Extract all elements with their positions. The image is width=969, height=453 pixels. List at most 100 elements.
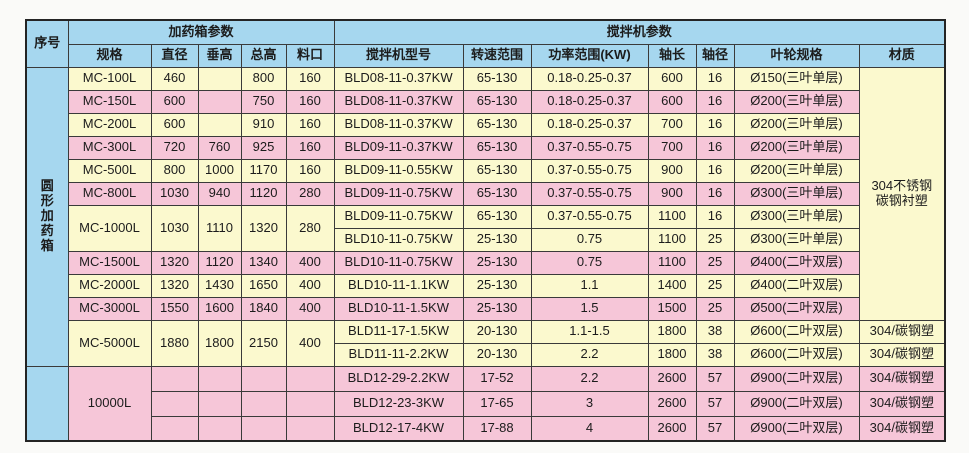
header-spec: 规格 — [67, 43, 152, 68]
model-cell: BLD09-11-0.37KW — [333, 135, 464, 160]
table-cell: 2150 — [240, 319, 287, 367]
model-cell: BLD12-29-2.2KW — [333, 365, 464, 392]
table-cell: 17-88 — [462, 415, 532, 442]
header-material: 材质 — [858, 43, 946, 68]
table-cell: 1120 — [197, 250, 242, 275]
spec-cell: MC-200L — [67, 112, 152, 137]
material-cell: 304/碳钢塑 — [858, 390, 946, 417]
model-cell: BLD09-11-0.75KW — [333, 204, 464, 229]
header-group-mixer: 搅拌机参数 — [333, 19, 946, 45]
header-serial: 序号 — [25, 19, 69, 68]
table-cell: 1650 — [240, 273, 287, 298]
table-cell: 16 — [695, 181, 735, 206]
model-cell: BLD09-11-0.55KW — [333, 158, 464, 183]
table-cell: 0.18-0.25-0.37 — [530, 89, 649, 114]
table-cell — [150, 390, 199, 417]
table-cell — [240, 390, 287, 417]
header-total-height: 总高 — [240, 43, 287, 68]
header-speed-range: 转速范围 — [462, 43, 532, 68]
spec-cell: MC-100L — [67, 66, 152, 91]
table-cell: 1100 — [647, 204, 697, 229]
table-cell: Ø200(三叶单层) — [733, 89, 860, 114]
table-cell: 280 — [285, 181, 335, 206]
table-cell: 1600 — [197, 296, 242, 321]
table-cell: 1400 — [647, 273, 697, 298]
table-cell: 600 — [647, 66, 697, 91]
table-cell: 25 — [695, 296, 735, 321]
table-cell — [197, 66, 242, 91]
table-cell: 16 — [695, 204, 735, 229]
table-cell: 1030 — [150, 181, 199, 206]
material-cell: 304/碳钢塑 — [858, 415, 946, 442]
table-cell: 2.2 — [530, 365, 649, 392]
spec-cell: MC-800L — [67, 181, 152, 206]
table-cell: 20-130 — [462, 319, 532, 344]
spec-cell: MC-300L — [67, 135, 152, 160]
table-cell: Ø500(二叶双层) — [733, 296, 860, 321]
table-cell: 1320 — [150, 273, 199, 298]
table-cell: 280 — [285, 204, 335, 252]
table-cell: 800 — [150, 158, 199, 183]
table-cell: 16 — [695, 158, 735, 183]
table-cell: 1030 — [150, 204, 199, 252]
table-cell: 160 — [285, 158, 335, 183]
model-cell: BLD11-11-2.2KW — [333, 342, 464, 367]
table-cell: 700 — [647, 135, 697, 160]
spec-table: 序号 加药箱参数 搅拌机参数 规格 直径 垂高 总高 料口 搅拌机型号 转速范围… — [25, 19, 947, 442]
table-cell — [197, 112, 242, 137]
table-cell: 2.2 — [530, 342, 649, 367]
table-cell: 940 — [197, 181, 242, 206]
model-cell: BLD08-11-0.37KW — [333, 89, 464, 114]
table-cell: 2600 — [647, 390, 697, 417]
table-body: 圆形加药箱 MC-100L 460 800 160 BLD08-11-0.37KW 65-1… — [25, 66, 946, 442]
model-cell: BLD10-11-0.75KW — [333, 250, 464, 275]
table-cell: Ø900(二叶双层) — [733, 365, 860, 392]
table-cell: 57 — [695, 415, 735, 442]
table-cell: 460 — [150, 66, 199, 91]
model-cell: BLD12-17-4KW — [333, 415, 464, 442]
table-cell: 0.75 — [530, 227, 649, 252]
category-cell: 圆形加药箱 — [25, 66, 69, 367]
table-cell: Ø600(二叶双层) — [733, 342, 860, 367]
table-cell: 0.37-0.55-0.75 — [530, 135, 649, 160]
spec-cell: MC-500L — [67, 158, 152, 183]
model-cell: BLD10-11-1.1KW — [333, 273, 464, 298]
model-cell: BLD10-11-1.5KW — [333, 296, 464, 321]
table-cell: Ø200(三叶单层) — [733, 135, 860, 160]
table-cell: Ø200(三叶单层) — [733, 158, 860, 183]
table-cell: 925 — [240, 135, 287, 160]
table-cell — [285, 365, 335, 392]
material-cell: 304/碳钢塑 — [858, 342, 946, 367]
table-cell: 1.5 — [530, 296, 649, 321]
table-cell — [285, 415, 335, 442]
table-cell: 16 — [695, 66, 735, 91]
table-cell: 1880 — [150, 319, 199, 367]
table-cell: 16 — [695, 135, 735, 160]
table-cell: 65-130 — [462, 204, 532, 229]
model-cell: BLD09-11-0.75KW — [333, 181, 464, 206]
table-cell: 65-130 — [462, 158, 532, 183]
table-cell: 400 — [285, 273, 335, 298]
table-cell: 0.37-0.55-0.75 — [530, 204, 649, 229]
table-cell: 25-130 — [462, 250, 532, 275]
table-cell: 1100 — [647, 227, 697, 252]
table-cell: 0.37-0.55-0.75 — [530, 181, 649, 206]
spec-cell: MC-1000L — [67, 204, 152, 252]
header-group-dosing: 加药箱参数 — [67, 19, 335, 45]
table-cell: 800 — [240, 66, 287, 91]
table-cell: 25-130 — [462, 296, 532, 321]
header-diameter: 直径 — [150, 43, 199, 68]
model-cell: BLD08-11-0.37KW — [333, 66, 464, 91]
table-cell: 1550 — [150, 296, 199, 321]
table-cell: 65-130 — [462, 66, 532, 91]
table-cell: 1.1-1.5 — [530, 319, 649, 344]
table-cell: 0.18-0.25-0.37 — [530, 112, 649, 137]
table-cell: 17-52 — [462, 365, 532, 392]
table-cell: 1800 — [197, 319, 242, 367]
table-cell: 1800 — [647, 342, 697, 367]
table-cell: 1000 — [197, 158, 242, 183]
spec-cell: MC-1500L — [67, 250, 152, 275]
table-cell: 1320 — [150, 250, 199, 275]
table-cell: 25-130 — [462, 227, 532, 252]
table-cell: 25 — [695, 250, 735, 275]
